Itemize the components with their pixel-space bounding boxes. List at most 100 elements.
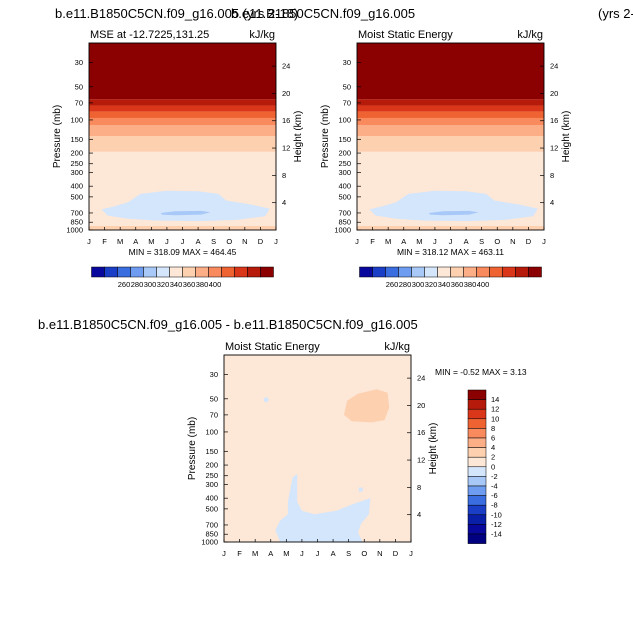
- diff-xtick-label: F: [237, 549, 242, 558]
- case2-xtick-label: M: [416, 237, 422, 246]
- case2-colorbar-box: [476, 266, 490, 278]
- case1-band: [89, 125, 276, 137]
- case2-band: [357, 99, 544, 106]
- diff-xtick-label: D: [393, 549, 399, 558]
- diff-xtick-label: J: [222, 549, 226, 558]
- case1-colorbar-box: [143, 266, 157, 278]
- case1-band: [89, 117, 276, 126]
- diff-background: [224, 355, 411, 542]
- diff-xtick-label: M: [283, 549, 289, 558]
- case2-colorbar-label: 380: [464, 280, 477, 289]
- diff-ylabel-right: Height (km): [428, 423, 439, 475]
- diff-colorbar-label: -4: [491, 482, 498, 491]
- case2-xtick-label: J: [355, 237, 359, 246]
- diff-htick-label: 8: [417, 483, 421, 492]
- case1-colorbar-label: 340: [170, 280, 183, 289]
- diff-xtick-label: J: [316, 549, 320, 558]
- case1-ytick-label: 500: [70, 192, 83, 201]
- diff-stats: MIN = -0.52 MAX = 3.13: [435, 367, 527, 377]
- diff-negative-spot: [263, 397, 269, 403]
- case1-colorbar-label: 400: [209, 280, 222, 289]
- case1-colorbar-box: [156, 266, 170, 278]
- title-diff: b.e11.B1850C5CN.f09_g16.005 - b.e11.B185…: [38, 317, 418, 332]
- diff-subtitle: Moist Static Energy: [225, 341, 320, 353]
- case1-xtick-label: A: [133, 237, 138, 246]
- case2-band: [357, 136, 544, 152]
- case2-colorbar-box: [489, 266, 503, 278]
- case2-xtick-label: N: [510, 237, 515, 246]
- case2-xtick-label: A: [464, 237, 469, 246]
- case1-colorbar-box: [234, 266, 248, 278]
- title-case2-years: (yrs 2-18): [598, 6, 633, 21]
- case1-colorbar-box: [91, 266, 105, 278]
- case2-subtitle: Moist Static Energy: [358, 29, 453, 41]
- case1-colorbar-box: [260, 266, 274, 278]
- diff-colorbar-label: 4: [491, 443, 495, 452]
- case2-htick-label: 12: [550, 144, 558, 153]
- case1-colorbar-box: [117, 266, 131, 278]
- diff-htick-label: 24: [417, 374, 425, 383]
- diff-positive-region: [344, 389, 390, 423]
- diff-colorbar-label: 0: [491, 462, 495, 471]
- diff-plot-frame: [223, 354, 412, 543]
- case2-colorbar-box: [437, 266, 451, 278]
- case1-xtick-label: J: [181, 237, 185, 246]
- case2-ytick-label: 500: [338, 192, 351, 201]
- case1-colorbar-label: 300: [144, 280, 157, 289]
- case1-ytick-label: 1000: [66, 226, 83, 235]
- diff-htick-label: 4: [417, 510, 421, 519]
- diff-colorbar-label: 14: [491, 395, 499, 404]
- case1-low-mse-core: [160, 210, 211, 216]
- case1-ytick-label: 150: [70, 135, 83, 144]
- case2-xtick-label: S: [479, 237, 484, 246]
- case1-colorbar-box: [208, 266, 222, 278]
- diff-ytick-label: 400: [205, 494, 218, 503]
- diff-colorbar-label: -10: [491, 510, 502, 519]
- diff-ytick-label: 850: [205, 530, 218, 539]
- diff-colorbar-box: [467, 456, 487, 468]
- case1-htick-label: 8: [282, 171, 286, 180]
- diff-ytick-label: 200: [205, 461, 218, 470]
- diff-colorbar-box: [467, 485, 487, 496]
- diff-colorbar-label: -8: [491, 501, 498, 510]
- diff-colorbar-box: [467, 466, 487, 477]
- case1-xtick-label: M: [148, 237, 154, 246]
- diff-colorbar-box: [467, 418, 487, 429]
- diff-negative-spot: [358, 487, 363, 492]
- case2-ytick-label: 70: [343, 98, 351, 107]
- case2-htick-label: 20: [550, 89, 558, 98]
- diff-ytick-label: 100: [205, 427, 218, 436]
- case2-xtick-label: J: [542, 237, 546, 246]
- case1-colorbar-box: [221, 266, 235, 278]
- case1-colorbar-label: 260: [118, 280, 131, 289]
- case2-ylabel-right: Height (km): [561, 111, 572, 163]
- diff-colorbar-label: -12: [491, 520, 502, 529]
- case2-xtick-label: J: [449, 237, 453, 246]
- diff-colorbar-box: [467, 447, 487, 458]
- case1-colorbar-label: 380: [196, 280, 209, 289]
- case2-xtick-label: O: [494, 237, 500, 246]
- case1-colorbar-label: 280: [131, 280, 144, 289]
- diff-ytick-label: 1000: [201, 538, 218, 547]
- case1-xtick-label: J: [165, 237, 169, 246]
- case2-band: [357, 111, 544, 118]
- case1-ylabel-right: Height (km): [293, 111, 304, 163]
- case1-htick-label: 12: [282, 144, 290, 153]
- case2-colorbar-box: [372, 266, 386, 278]
- diff-colorbar-box: [467, 399, 487, 410]
- diff-colorbar-box: [467, 495, 487, 506]
- case1-colorbar-box: [130, 266, 144, 278]
- case2-stats: MIN = 318.12 MAX = 463.11: [397, 247, 504, 257]
- case2-htick-label: 8: [550, 171, 554, 180]
- case2-colorbar-box: [398, 266, 412, 278]
- case2-low-mse-core: [428, 210, 479, 216]
- case1-xtick-label: D: [258, 237, 264, 246]
- case2-band: [357, 105, 544, 112]
- case1-band: [89, 43, 276, 100]
- case2-colorbar-label: 300: [412, 280, 425, 289]
- case1-band: [89, 136, 276, 152]
- case1-xtick-label: F: [102, 237, 107, 246]
- case1-ytick-label: 850: [70, 218, 83, 227]
- diff-xtick-label: S: [346, 549, 351, 558]
- diff-colorbar-box: [467, 504, 487, 516]
